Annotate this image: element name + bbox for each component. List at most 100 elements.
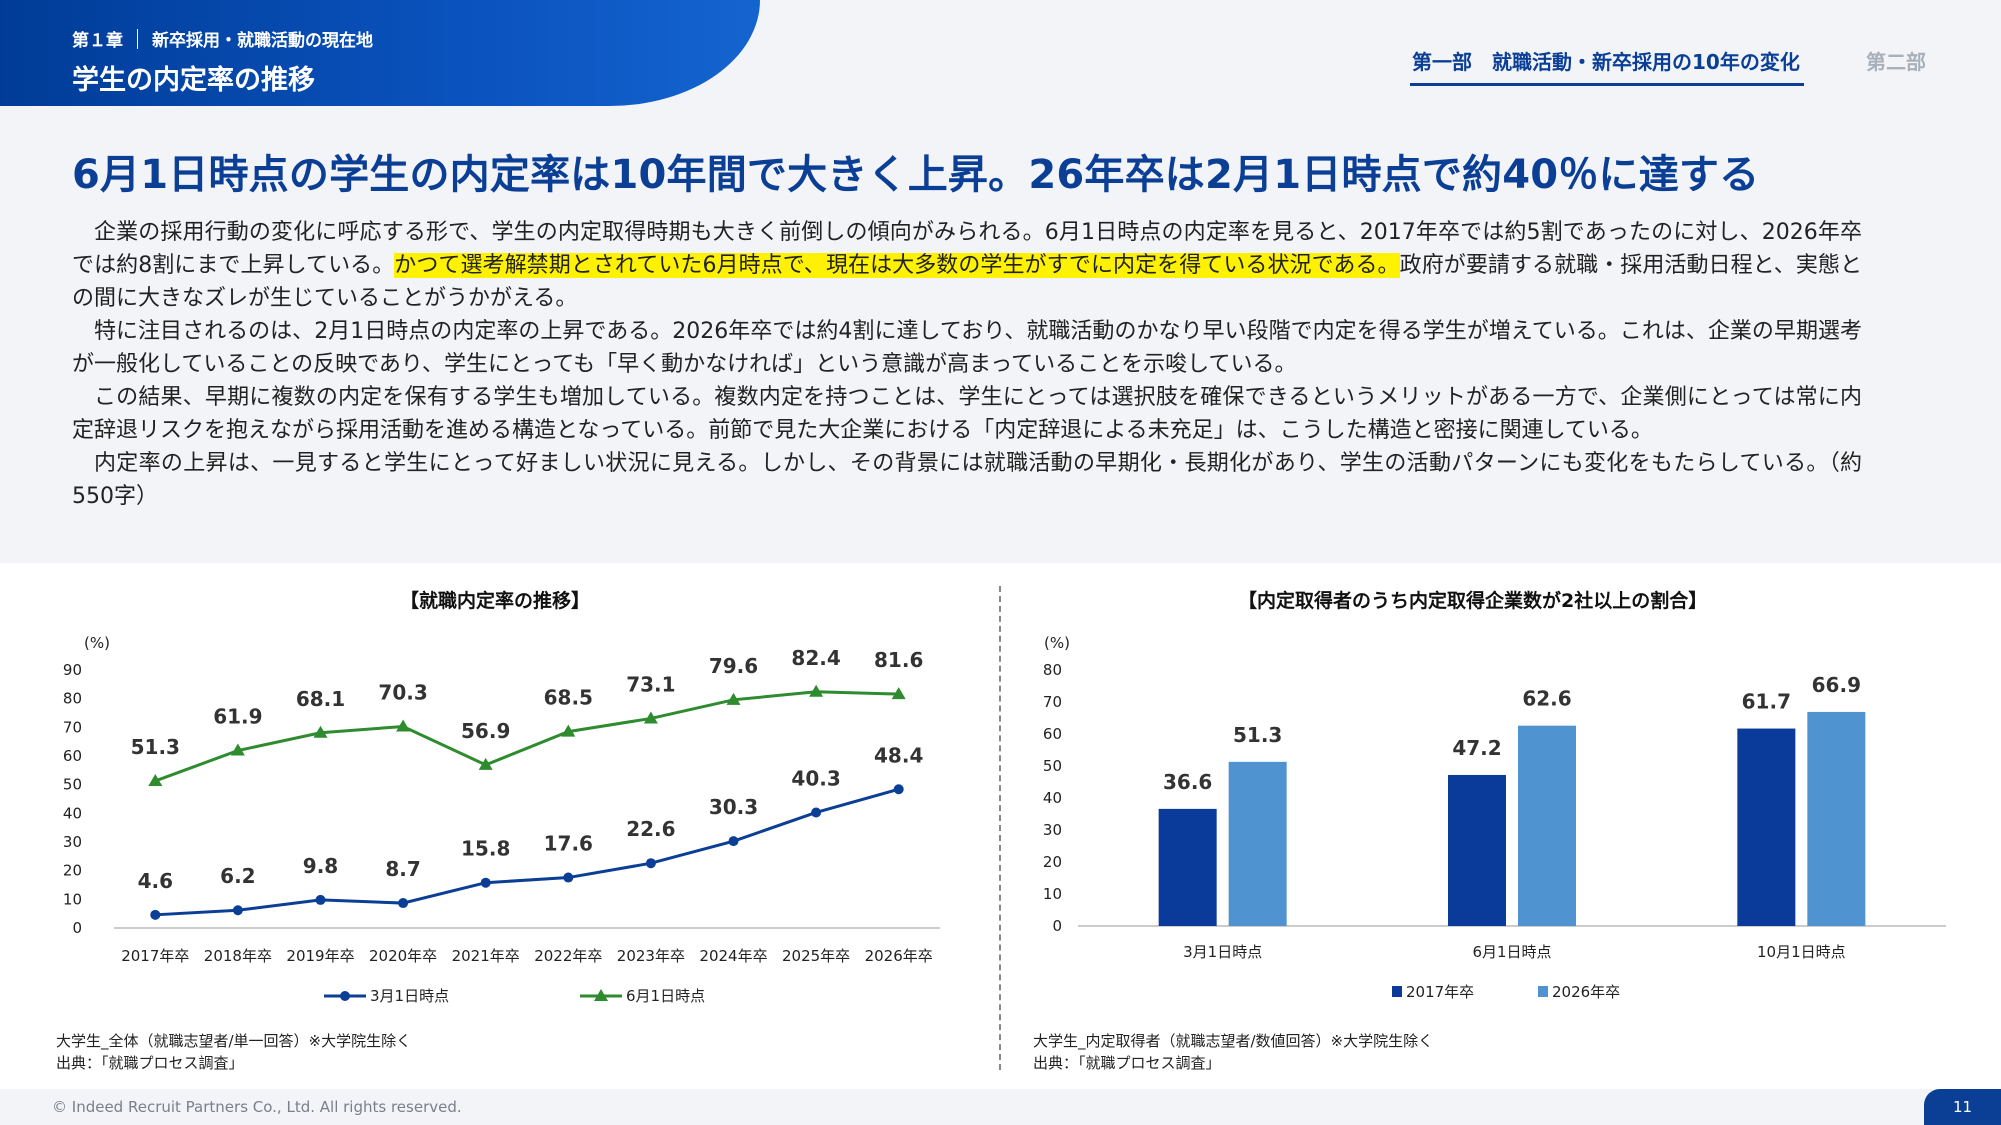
line-chart-x-tick: 2017年卒 [121,947,189,965]
line-chart-x-tick: 2026年卒 [865,947,933,965]
line-chart-note: 大学生_全体（就職志望者/単一回答）※大学院生除く 出典：「就職プロセス調査」 [56,1030,411,1074]
bar-chart-x-tick: 10月1日時点 [1757,943,1846,961]
bar-chart-note: 大学生_内定取得者（就職志望者/数値回答）※大学院生除く 出典：「就職プロセス調… [1033,1030,1433,1074]
line-point-s2 [478,757,493,770]
paragraph-1-text-b: 政府が要請する就職・採用活動日程と、実態との間に大きなズレが生じていることがうか… [72,253,1862,311]
legend-marker-2 [594,989,608,1001]
legend-marker-1 [340,991,350,1001]
line-chart-y-tick: 50 [63,776,82,794]
line-data-label: 51.3 [131,735,180,759]
line-series-2 [154,690,899,783]
line-chart-y-tick: 30 [63,833,82,851]
bar-chart-x-tick: 3月1日時点 [1183,943,1262,961]
line-point-s2 [396,719,411,732]
line-point-s1 [315,894,326,905]
line-data-label: 30.3 [709,795,758,819]
line-point-s1 [232,905,243,916]
page-number: 11 [1924,1089,2001,1125]
bar-1 [1158,808,1217,926]
chapter-topic: 新卒採用・就職活動の現在地 [152,31,373,51]
legend-label: 6月1日時点 [626,987,705,1005]
line-point-s2 [643,711,658,724]
line-point-s2 [230,743,245,756]
line-chart-x-tick: 2022年卒 [534,947,602,965]
line-point-s2 [891,687,906,700]
line-chart-y-tick: 70 [63,718,82,736]
bar-chart-y-tick: 30 [1043,821,1062,839]
line-chart-y-tick: 40 [63,804,82,822]
line-chart-y-tick: 60 [63,747,82,765]
bar-data-label: 66.9 [1812,673,1861,697]
bar-chart-y-tick: 0 [1052,917,1062,935]
line-chart-note-source: 出典：「就職プロセス調査」 [56,1054,244,1072]
bar-data-label: 51.3 [1233,723,1282,747]
line-data-label: 82.4 [791,646,840,670]
legend-label: 3月1日時点 [370,987,449,1005]
line-chart-x-tick: 2020年卒 [369,947,437,965]
line-series-1 [155,787,900,917]
line-point-s1 [398,898,409,909]
footer [0,1089,2001,1125]
bar-chart-y-tick: 70 [1043,693,1062,711]
line-data-label: 17.6 [544,832,593,856]
page-title: 6月1日時点の学生の内定率は10年間で大きく上昇。26年卒は2月1日時点で約40… [72,152,1760,198]
bar-chart-title: 【内定取得者のうち内定取得企業数が2社以上の割合】 [1238,590,1708,612]
bar-chart-y-tick: 10 [1043,885,1062,903]
bar-chart: (%) 0 10 20 30 40 50 60 70 80 3月1日時点 36.6 51.3 6月1日時点… [1043,634,1946,1001]
line-point-s1 [645,858,656,869]
bar-data-label: 62.6 [1522,687,1571,711]
paragraph-3: この結果、早期に複数の内定を保有する学生も増加している。複数内定を持つことは、学… [72,385,1862,443]
bar-data-label: 61.7 [1742,690,1791,714]
line-chart-title: 【就職内定率の推移】 [400,590,591,612]
line-point-s2 [561,724,576,737]
line-chart: (%) 0 10 20 30 40 50 60 70 80 90 2017年卒 2018年卒 2019年卒… [63,634,940,1005]
line-data-label: 68.1 [296,687,345,711]
highlighted-text: かつて選考解禁期とされていた6月時点で、現在は大多数の学生がすでに内定を得ている… [394,253,1400,278]
tab-part-one[interactable]: 第一部 就職活動・新卒採用の10年の変化 [1410,46,1804,86]
line-data-label: 68.5 [544,686,593,710]
header-banner [0,0,760,106]
line-data-label: 79.6 [709,654,758,678]
bar-chart-y-tick: 20 [1043,853,1062,871]
bar-2 [1228,761,1287,926]
line-chart-note-sample: 大学生_全体（就職志望者/単一回答）※大学院生除く [56,1032,412,1050]
paragraph-4: 内定率の上昇は、一見すると学生にとって好ましい状況に見える。しかし、その背景には… [72,451,1862,509]
line-data-label: 22.6 [626,817,675,841]
line-chart-x-tick: 2024年卒 [699,947,767,965]
line-chart-y-tick: 10 [63,890,82,908]
section-title: 学生の内定率の推移 [72,65,315,96]
line-chart-x-tick: 2018年卒 [204,947,272,965]
legend-label: 2026年卒 [1552,983,1620,1001]
chart-divider [999,586,1001,1070]
line-chart-y-unit: (%) [84,634,110,652]
line-data-label: 9.8 [303,854,338,878]
bar-1 [1448,774,1506,926]
bar-chart-y-tick: 80 [1043,661,1062,679]
line-chart-y-tick: 0 [72,919,82,937]
line-data-label: 61.9 [213,705,262,729]
bar-chart-x-tick: 6月1日時点 [1472,943,1551,961]
line-chart-x-tick: 2021年卒 [452,947,520,965]
bar-2 [1807,711,1866,926]
bar-chart-note-source: 出典：「就職プロセス調査」 [1033,1054,1221,1072]
line-point-s1 [150,909,161,920]
bar-chart-y-unit: (%) [1044,634,1070,652]
bar-data-label: 47.2 [1452,736,1501,760]
line-data-label: 70.3 [378,680,427,704]
bar-chart-note-sample: 大学生_内定取得者（就職志望者/数値回答）※大学院生除く [1033,1032,1434,1050]
line-data-label: 73.1 [626,672,675,696]
legend-swatch-1 [1392,986,1402,997]
line-point-s2 [809,684,824,697]
line-point-s1 [893,784,904,795]
line-chart-x-tick: 2023年卒 [617,947,685,965]
bar-chart-y-tick: 50 [1043,757,1062,775]
tab-part-two[interactable]: 第二部 [1866,50,1926,74]
line-point-s1 [480,877,491,888]
line-point-s1 [563,872,574,883]
bar-chart-y-tick: 60 [1043,725,1062,743]
line-point-s2 [148,773,163,786]
line-chart-x-tick: 2025年卒 [782,947,850,965]
bar-2 [1518,725,1576,926]
line-point-s2 [313,725,328,738]
line-data-label: 8.7 [385,857,420,881]
